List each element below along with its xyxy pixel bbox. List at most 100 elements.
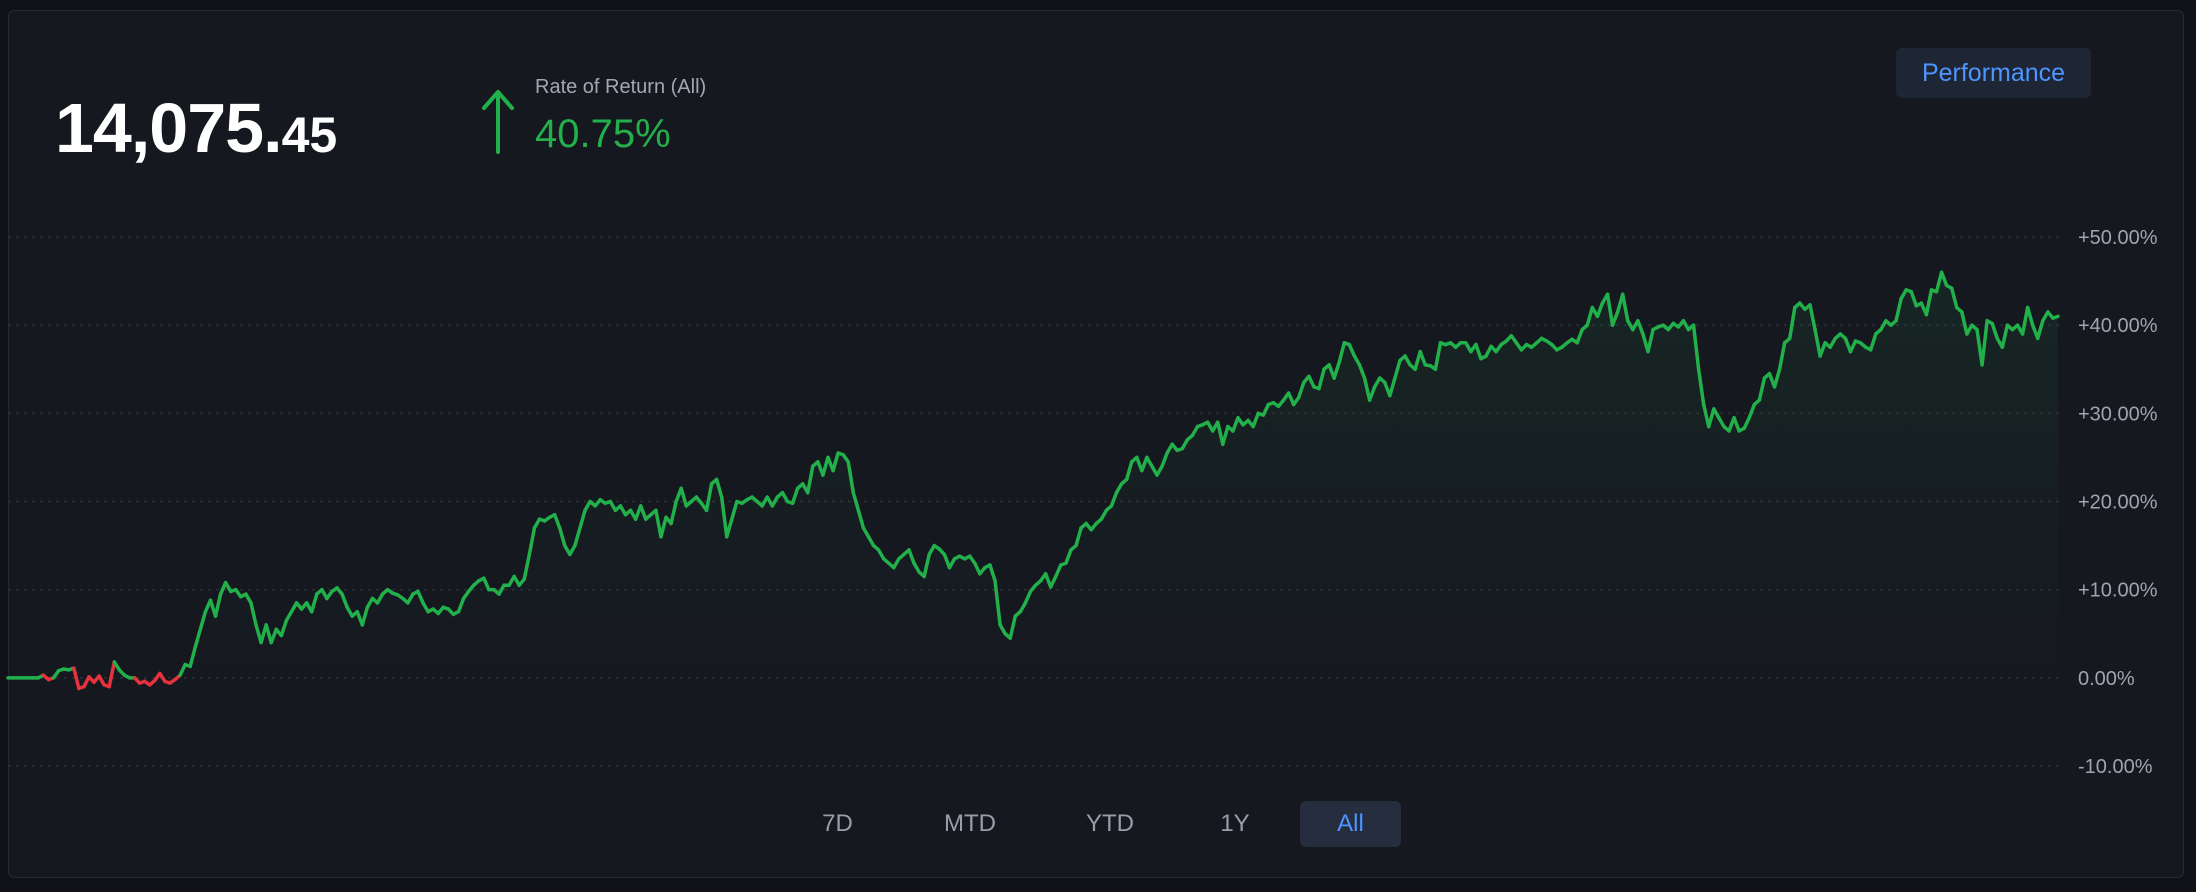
series-segment xyxy=(193,627,203,649)
y-tick-label: 0.00% xyxy=(2078,668,2135,690)
series-segment xyxy=(340,592,349,610)
series-segment xyxy=(851,490,861,513)
series-segment xyxy=(654,508,663,539)
series-segment xyxy=(1296,380,1306,400)
series-segment xyxy=(730,499,739,521)
series-segment xyxy=(360,605,370,627)
balance-integer: 14,075. xyxy=(55,89,283,167)
series-segment xyxy=(416,589,425,605)
y-tick-label: +10.00% xyxy=(2078,580,2158,602)
series-segment xyxy=(790,486,800,506)
series-segment xyxy=(1251,411,1260,429)
arrow-up-icon xyxy=(482,90,514,154)
series-segment xyxy=(1216,420,1225,446)
series-segment xyxy=(1332,360,1341,380)
series-segment xyxy=(1585,305,1595,327)
series-segment xyxy=(2051,314,2060,320)
range-ytd-button[interactable]: YTD xyxy=(1065,801,1155,847)
series-segment xyxy=(659,515,668,539)
series-segment xyxy=(922,552,931,579)
series-segment xyxy=(1074,526,1083,548)
series-segment xyxy=(679,486,689,508)
series-segment xyxy=(2036,319,2045,341)
series-segment xyxy=(279,618,289,638)
series-segment xyxy=(806,464,815,495)
series-segment xyxy=(1393,358,1402,380)
series-segment xyxy=(1605,292,1615,327)
series-segment xyxy=(1747,402,1757,420)
series-segment xyxy=(1140,455,1149,473)
series-segment xyxy=(725,517,734,539)
series-segment xyxy=(1433,341,1443,371)
series-segment xyxy=(1949,286,1959,310)
y-tick-label: +30.00% xyxy=(2078,403,2158,425)
series-segment xyxy=(1286,391,1296,407)
series-segment xyxy=(107,660,117,689)
series-segment xyxy=(1388,376,1397,398)
range-7d-button[interactable]: 7D xyxy=(800,801,875,847)
series-segment xyxy=(1909,289,1919,308)
range-1y-button[interactable]: 1Y xyxy=(1200,801,1270,847)
series-segment xyxy=(1307,374,1316,389)
series-segment xyxy=(1757,376,1767,402)
series-segment xyxy=(188,645,198,669)
series-segment xyxy=(269,627,279,645)
range-all-button[interactable]: All xyxy=(1300,801,1401,847)
series-segment xyxy=(1474,342,1483,361)
series-segment xyxy=(1894,296,1903,323)
series-segment xyxy=(1691,323,1701,371)
series-segment xyxy=(704,482,714,513)
series-segment xyxy=(1848,339,1858,354)
chart-area-fill xyxy=(8,272,2058,689)
series-segment xyxy=(1008,614,1018,640)
series-segment xyxy=(1808,303,1817,332)
series-segment xyxy=(638,504,648,521)
range-mtd-button[interactable]: MTD xyxy=(920,801,1020,847)
series-segment xyxy=(1221,424,1230,446)
series-segment xyxy=(1939,270,1949,288)
series-segment xyxy=(831,451,840,473)
series-segment xyxy=(856,508,866,530)
series-segment xyxy=(1772,367,1782,389)
series-segment xyxy=(1317,367,1326,391)
series-segment xyxy=(1367,385,1377,402)
series-segment xyxy=(1337,341,1347,364)
series-segment xyxy=(1418,349,1428,367)
series-segment xyxy=(522,552,532,581)
series-segment xyxy=(482,576,491,592)
series-segment xyxy=(1261,402,1271,417)
series-segment xyxy=(178,662,187,677)
rate-of-return-value: 40.75% xyxy=(535,112,671,156)
series-segment xyxy=(714,477,724,499)
series-segment xyxy=(2000,323,2010,349)
series-segment xyxy=(988,563,997,583)
series-segment xyxy=(1777,341,1787,371)
rate-of-return-label: Rate of Return (All) xyxy=(535,76,707,98)
series-segment xyxy=(1413,349,1422,371)
series-segment xyxy=(1610,310,1620,327)
series-segment xyxy=(2025,305,2035,327)
series-segment xyxy=(1868,332,1878,352)
series-segment xyxy=(198,609,208,632)
series-segment xyxy=(1124,460,1134,482)
series-segment xyxy=(1818,341,1827,358)
series-segment xyxy=(1813,327,1822,358)
performance-button[interactable]: Performance xyxy=(1896,48,2091,98)
area-fill xyxy=(8,272,2058,689)
series-segment xyxy=(719,495,729,539)
series-segment xyxy=(1960,310,1969,336)
series-segment xyxy=(309,592,319,614)
balance-decimal: 45 xyxy=(281,107,338,163)
series-segment xyxy=(1231,415,1240,433)
series-segment xyxy=(1990,321,2000,341)
series-segment xyxy=(1787,305,1797,341)
series-segment xyxy=(1646,327,1655,354)
series-segment xyxy=(1732,415,1741,433)
series-segment xyxy=(669,499,678,526)
series-segment xyxy=(1575,327,1584,345)
series-segment xyxy=(264,623,273,645)
series-segment xyxy=(1048,574,1058,589)
y-axis-labels: +50.00% +40.00% +30.00% +20.00% +10.00% 0.00%… xyxy=(2078,227,2158,778)
series-segment xyxy=(1742,415,1751,431)
